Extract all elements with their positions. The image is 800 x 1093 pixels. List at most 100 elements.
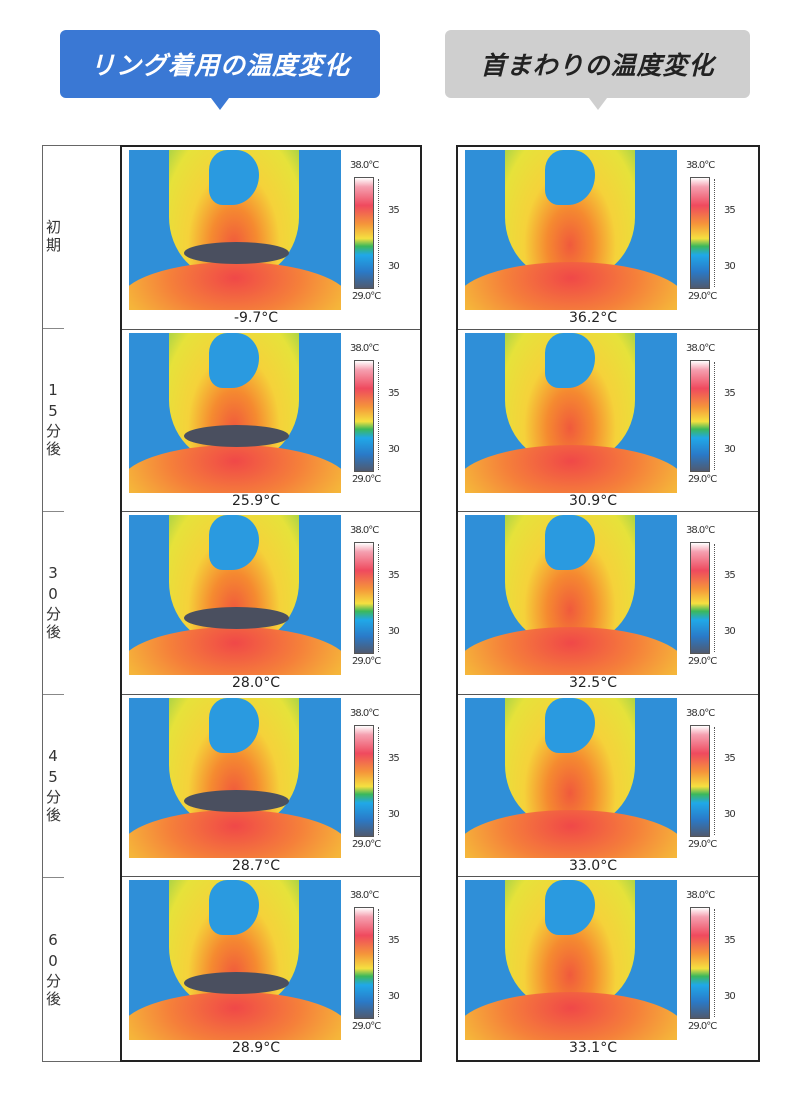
shoulders-shape [129, 262, 341, 310]
scale-ticks [714, 179, 718, 287]
thermal-cell: 38.0°C 35 30 29.0°C -9.7°C [122, 147, 420, 330]
color-scale-bar [690, 724, 710, 837]
color-scale-bar [354, 359, 374, 472]
shoulders-shape [465, 262, 677, 310]
scale-30: 30 [724, 808, 736, 820]
neck-header: 首まわりの温度変化 [445, 30, 750, 110]
color-scale-bar [690, 177, 710, 289]
scale-30: 30 [388, 808, 400, 820]
temperature-caption: 33.1°C [569, 1040, 617, 1057]
scale-ticks [378, 361, 382, 470]
scale-min: 29.0°C [352, 291, 381, 302]
row-label: 45分後 [43, 695, 64, 878]
thermal-image [465, 515, 677, 676]
scale-max: 38.0°C [350, 890, 379, 902]
temperature-caption: 36.2°C [569, 310, 617, 326]
scale-35: 35 [388, 570, 400, 582]
ring-shape [184, 242, 289, 264]
scale-ticks [714, 361, 718, 470]
hair-shape [209, 697, 259, 753]
shoulders-shape [465, 809, 677, 858]
scale-30: 30 [388, 261, 400, 272]
hair-shape [545, 515, 595, 571]
thermal-image [465, 697, 677, 858]
color-scale-bar [690, 359, 710, 472]
ring-shape [184, 972, 289, 995]
row-label: 30分後 [43, 512, 64, 695]
scale-35: 35 [388, 387, 400, 399]
scale-30: 30 [724, 626, 736, 638]
shoulders-shape [465, 992, 677, 1041]
temperature-caption: 25.9°C [232, 492, 280, 509]
row-label: 初期 [43, 146, 64, 329]
hair-shape [545, 880, 595, 936]
ring-shape [184, 424, 289, 447]
thermal-cell: 38.0°C 35 30 29.0°C 28.0°C [122, 512, 420, 695]
color-scale-bar [690, 542, 710, 655]
temperature-caption: 28.9°C [232, 1040, 280, 1057]
row-label: 60分後 [44, 930, 62, 1009]
scale-ticks [378, 909, 382, 1018]
thermal-image [465, 150, 677, 310]
scale-max: 38.0°C [686, 160, 715, 171]
scale-30: 30 [388, 626, 400, 638]
scale-max: 38.0°C [686, 890, 715, 902]
scale-max: 38.0°C [350, 160, 379, 171]
scale-35: 35 [724, 935, 736, 947]
ring-shape [184, 789, 289, 812]
thermal-cell: 38.0°C 35 30 29.0°C 32.5°C [458, 512, 758, 695]
thermal-image [129, 697, 341, 858]
temperature-caption: 30.9°C [569, 492, 617, 509]
scale-max: 38.0°C [350, 707, 379, 719]
shoulders-shape [129, 992, 341, 1041]
scale-min: 29.0°C [352, 656, 381, 668]
ring-shape [184, 607, 289, 630]
scale-max: 38.0°C [350, 342, 379, 354]
scale-min: 29.0°C [352, 1021, 381, 1033]
shoulders-shape [129, 627, 341, 676]
scale-ticks [378, 726, 382, 835]
row-label: 15分後 [43, 329, 64, 512]
scale-min: 29.0°C [688, 1021, 717, 1033]
scale-ticks [714, 726, 718, 835]
scale-ticks [714, 544, 718, 653]
thermal-image [129, 515, 341, 676]
thermal-image [129, 332, 341, 493]
hair-shape [545, 697, 595, 753]
temperature-caption: 28.7°C [232, 857, 280, 874]
shoulders-shape [129, 444, 341, 493]
thermal-image [129, 880, 341, 1041]
shoulders-shape [129, 809, 341, 858]
shoulders-shape [465, 444, 677, 493]
scale-min: 29.0°C [688, 473, 717, 485]
scale-min: 29.0°C [352, 838, 381, 850]
scale-35: 35 [724, 387, 736, 399]
scale-35: 35 [724, 752, 736, 764]
thermal-cell: 38.0°C 35 30 29.0°C 36.2°C [458, 147, 758, 330]
thermal-cell: 38.0°C 35 30 29.0°C 28.7°C [122, 695, 420, 878]
scale-35: 35 [724, 570, 736, 582]
scale-35: 35 [388, 752, 400, 764]
shoulders-shape [465, 627, 677, 676]
scale-max: 38.0°C [686, 342, 715, 354]
scale-max: 38.0°C [686, 707, 715, 719]
ring-column: 38.0°C 35 30 29.0°C -9.7°C 38.0°C 35 30 … [120, 145, 422, 1062]
thermal-cell: 38.0°C 35 30 29.0°C 33.0°C [458, 695, 758, 878]
hair-shape [209, 150, 259, 205]
scale-30: 30 [388, 443, 400, 455]
scale-30: 30 [724, 991, 736, 1003]
color-scale-bar [354, 724, 374, 837]
scale-35: 35 [388, 205, 400, 216]
thermal-image [465, 880, 677, 1041]
scale-30: 30 [724, 443, 736, 455]
temperature-caption: 28.0°C [232, 675, 280, 692]
scale-min: 29.0°C [688, 838, 717, 850]
hair-shape [209, 515, 259, 571]
time-labels-column: 初期 15分後 30分後 45分後 60分後 [42, 145, 120, 1062]
scale-ticks [378, 544, 382, 653]
ring-header: リング着用の温度変化 [60, 30, 380, 110]
color-scale-bar [354, 542, 374, 655]
hair-shape [545, 150, 595, 205]
thermal-cell: 38.0°C 35 30 29.0°C 33.1°C [458, 877, 758, 1060]
color-scale-bar [354, 907, 374, 1020]
